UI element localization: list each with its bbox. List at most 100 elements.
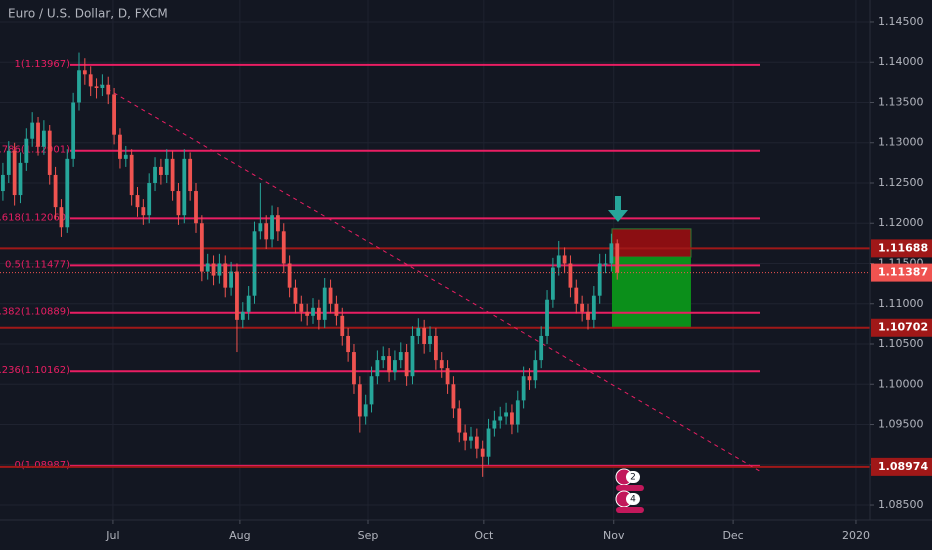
candle-body [252, 231, 257, 296]
x-tick-label: Oct [474, 529, 494, 542]
candle-body [264, 223, 269, 240]
price-label-box [871, 239, 932, 258]
candle-body [270, 215, 274, 240]
axes: 1.085001.090001.095001.100001.105001.110… [105, 15, 932, 542]
fib-label: 0.618(1.12060) [0, 212, 70, 223]
candle-body [369, 376, 374, 405]
plot: 1(1.13967) 0.786(1.12901) 0.618(1.12060) 0.… [0, 52, 870, 513]
candle-body [463, 432, 468, 441]
event-bubble [625, 493, 640, 505]
candle-body [416, 327, 421, 336]
candle-body [574, 287, 579, 304]
candle-body [158, 166, 163, 175]
fib-label: 0.382(1.10889) [0, 307, 70, 318]
candle-body [375, 360, 380, 377]
stop-zone [611, 228, 692, 258]
candle-body [515, 400, 520, 425]
price-label-box [871, 318, 932, 337]
price-label: 1.10702 [878, 321, 928, 334]
candle-body [568, 263, 573, 288]
candle-body [433, 335, 438, 361]
candle-body [615, 243, 620, 273]
fib-label: 0.786(1.12901) [0, 145, 70, 156]
x-tick-label: Nov [603, 529, 625, 542]
candle-body [141, 207, 146, 216]
candle-body [164, 158, 169, 175]
candle-body [422, 327, 427, 345]
candle-body [504, 412, 508, 417]
candle-body [591, 295, 596, 320]
candle-body [562, 255, 567, 264]
candle-body [609, 243, 614, 264]
x-tick-label: Aug [229, 529, 250, 542]
candle-body [112, 94, 116, 135]
candle-body [328, 287, 333, 304]
candle-body [41, 130, 46, 147]
fib-label: 1(1.13967) [14, 59, 70, 70]
candle-body [293, 287, 298, 304]
candle-body [170, 158, 175, 192]
event-bubble [625, 471, 640, 483]
y-tick-label: 1.12500 [878, 176, 924, 189]
candle-body [387, 356, 391, 373]
candle-body [311, 307, 315, 316]
candle-body [316, 307, 321, 320]
candle-body [59, 207, 64, 228]
candle-body [258, 223, 263, 232]
last-price-label: 1.11387 [878, 266, 928, 279]
price-label: 1.08974 [878, 460, 928, 473]
event-stack [615, 507, 644, 513]
candle-body [100, 84, 105, 88]
candle-body [346, 335, 351, 353]
candle-body [47, 130, 52, 175]
y-tick-label: 1.10000 [878, 377, 924, 390]
x-tick-label: Sep [358, 529, 379, 542]
candle-body [194, 191, 198, 224]
y-tick-label: 1.12000 [878, 216, 924, 229]
candle-body [199, 223, 204, 272]
candle-body [299, 303, 304, 312]
arrow-icon [607, 196, 628, 222]
candle-body [357, 384, 362, 417]
candle-body [129, 154, 134, 196]
candle-body [94, 86, 99, 88]
candle-body [457, 408, 462, 433]
candle-body [322, 287, 327, 320]
y-tick-label: 1.08500 [878, 498, 924, 511]
x-tick-label: Dec [722, 529, 743, 542]
candle-body [88, 74, 93, 87]
y-tick-label: 1.13500 [878, 95, 924, 108]
candle-body [188, 158, 193, 192]
candle-body [533, 360, 538, 381]
candle-body [451, 384, 456, 409]
candle-body [229, 271, 234, 288]
candle-body [586, 311, 590, 320]
candle-body [281, 231, 286, 264]
candle-body [77, 70, 81, 103]
x-tick-label: 2020 [842, 529, 870, 542]
candle-body [217, 263, 222, 276]
candle-body [223, 263, 228, 288]
candle-body [445, 368, 450, 385]
candle-body [498, 416, 503, 421]
candle-body [510, 412, 514, 425]
candle-body [404, 352, 409, 377]
candle-body [82, 70, 87, 75]
chart-title: Euro / U.S. Dollar, D, FXCM [8, 7, 168, 21]
candle-body [276, 215, 280, 232]
price-label-box [871, 457, 932, 476]
candle-body [1, 174, 5, 192]
candle-body [334, 303, 339, 316]
y-tick-label: 1.10500 [878, 337, 924, 350]
candle-body [580, 303, 585, 312]
price-label: 1.11688 [878, 241, 928, 254]
candle-body [393, 360, 397, 373]
candle-body [18, 162, 23, 196]
candle-body [12, 150, 17, 196]
event-count: 4 [630, 495, 636, 505]
grid [0, 0, 870, 520]
event-stack [615, 485, 644, 491]
candle-body [305, 311, 310, 316]
